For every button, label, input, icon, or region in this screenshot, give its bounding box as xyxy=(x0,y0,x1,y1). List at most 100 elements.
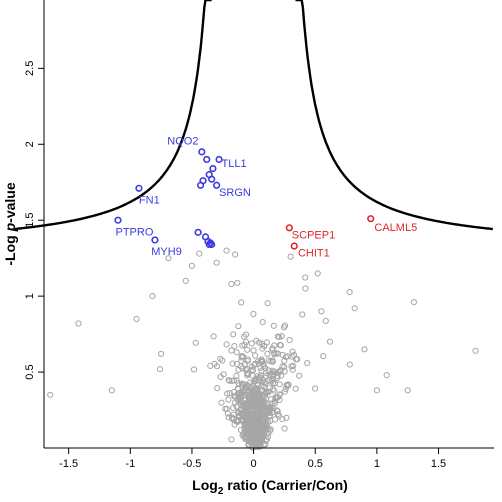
ns-point xyxy=(270,368,277,376)
ns-point xyxy=(244,346,251,353)
down-point xyxy=(208,175,216,183)
ns-point xyxy=(224,410,231,417)
down-point xyxy=(135,184,143,192)
ns-point xyxy=(326,338,334,345)
ns-point xyxy=(251,398,258,405)
gene-label: NQO2 xyxy=(167,135,198,147)
ns-point xyxy=(244,356,251,363)
ns-point xyxy=(229,360,236,367)
down-point xyxy=(151,236,159,244)
ns-point xyxy=(228,414,236,421)
ns-point xyxy=(284,383,291,390)
gene-label: CALML5 xyxy=(374,222,417,234)
ns-point xyxy=(242,331,250,338)
ns-point xyxy=(289,348,296,355)
ns-point xyxy=(214,385,221,392)
ns-point xyxy=(241,341,248,348)
ns-point xyxy=(290,362,297,369)
x-axis-title-suffix: ratio (Carrier/Con) xyxy=(223,477,347,493)
ns-point xyxy=(247,431,254,438)
ns-point xyxy=(264,300,271,307)
ns-point xyxy=(260,377,267,384)
ns-point xyxy=(289,366,296,373)
ns-point xyxy=(269,345,276,352)
ns-point xyxy=(133,315,140,322)
ns-point xyxy=(230,411,237,418)
ns-point xyxy=(234,279,241,286)
down-point xyxy=(215,155,223,164)
x-tick-label: -1 xyxy=(125,458,135,470)
ns-point xyxy=(383,372,390,379)
ns-point xyxy=(258,382,265,390)
ns-point xyxy=(276,334,283,341)
ns-point xyxy=(231,343,238,350)
y-axis-title-italic: p xyxy=(2,222,18,232)
ns-point xyxy=(226,377,233,384)
ns-point xyxy=(192,339,199,346)
ns-point xyxy=(250,347,257,354)
down-point xyxy=(203,155,211,164)
ns-point xyxy=(269,367,276,374)
gene-label: FN1 xyxy=(139,194,160,206)
y-axis-title-prefix: -Log xyxy=(2,231,18,265)
ns-point xyxy=(264,350,271,357)
ns-point xyxy=(292,385,299,392)
ns-point xyxy=(243,434,250,441)
ns-point xyxy=(273,407,281,414)
ns-point xyxy=(217,373,224,380)
y-tick-label: 2 xyxy=(24,141,36,147)
up-point xyxy=(367,215,375,223)
ns-point xyxy=(253,337,260,344)
ns-point xyxy=(235,323,242,330)
ns-point xyxy=(239,389,246,396)
ns-point xyxy=(270,322,277,329)
ns-point xyxy=(296,372,303,379)
ns-point xyxy=(240,410,247,417)
ns-point xyxy=(265,408,273,415)
ns-point xyxy=(276,391,283,398)
down-point xyxy=(213,181,221,189)
x-axis-ticks: -1.5 -1 -0.5 0 0.5 1 1.5 xyxy=(59,448,446,470)
y-axis-ticks: 0.5 1 1.5 2 2.5 xyxy=(24,61,44,380)
ns-point xyxy=(244,365,251,373)
up-point xyxy=(290,242,298,250)
ns-point xyxy=(225,377,232,384)
ns-point xyxy=(241,381,248,388)
x-tick-label: 1 xyxy=(374,458,380,470)
ns-point xyxy=(268,409,276,416)
x-tick-label: -1.5 xyxy=(59,458,78,470)
x-tick-label: 0 xyxy=(251,458,257,470)
ns-point xyxy=(256,443,263,450)
ns-point xyxy=(252,352,259,359)
up-point xyxy=(285,224,293,232)
x-axis-title-prefix: Log xyxy=(192,477,218,493)
ns-point xyxy=(233,349,240,356)
ns-point xyxy=(225,396,232,403)
ns-point xyxy=(351,305,358,312)
ns-point xyxy=(108,387,115,394)
ns-point xyxy=(410,299,417,306)
ns-point xyxy=(243,399,250,407)
ns-point xyxy=(279,416,286,423)
ns-point xyxy=(182,277,189,284)
ns-point xyxy=(75,320,82,327)
ns-point xyxy=(253,436,260,443)
ns-point xyxy=(274,373,281,380)
ns-point xyxy=(253,403,260,410)
down-point xyxy=(114,216,122,224)
y-tick-label: 2.5 xyxy=(24,61,36,76)
y-tick-label: 1 xyxy=(24,293,36,299)
ns-point xyxy=(282,353,289,361)
ns-point xyxy=(230,331,237,338)
ns-point xyxy=(250,395,257,402)
x-tick-label: -0.5 xyxy=(182,458,201,470)
ns-point xyxy=(274,411,281,418)
ns-point xyxy=(233,360,240,367)
down-point xyxy=(196,181,205,189)
ns-point xyxy=(234,418,241,425)
ns-point xyxy=(158,350,165,357)
ns-point xyxy=(286,337,293,344)
ns-point xyxy=(281,322,289,329)
ns-point xyxy=(149,293,156,300)
ns-point xyxy=(258,413,265,420)
